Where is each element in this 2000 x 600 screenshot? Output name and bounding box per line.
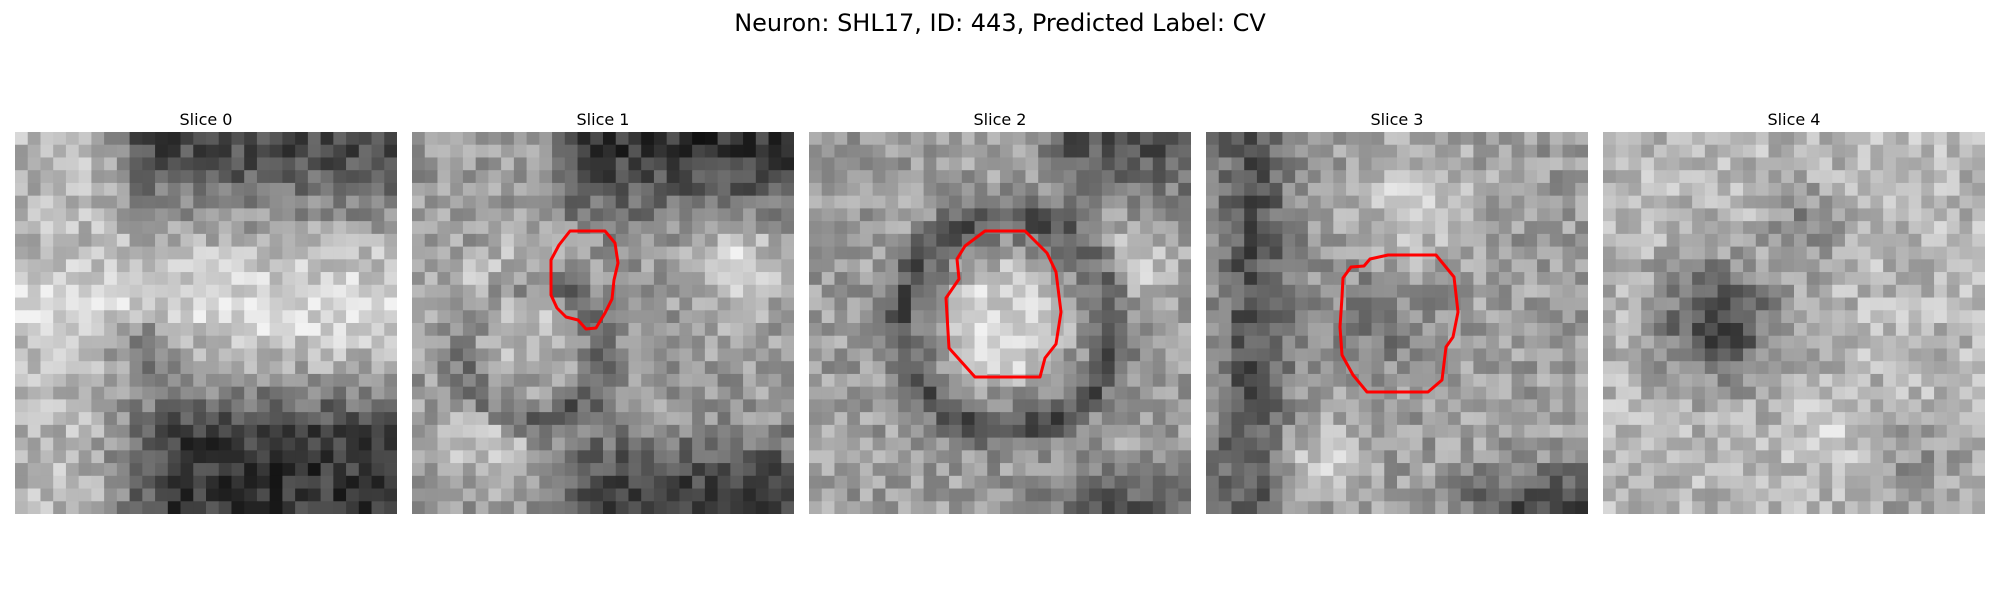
slice-4-title: Slice 4: [1767, 110, 1821, 129]
slice-panel-1: Slice 1: [412, 108, 794, 514]
slice-1-contour: [549, 229, 620, 331]
slice-3-pixels: [1206, 132, 1588, 514]
slice-panel-2: Slice 2: [809, 108, 1191, 514]
slice-4-pixels: [1603, 132, 1985, 514]
slice-3-image: [1206, 132, 1588, 514]
slice-panel-3: Slice 3: [1206, 108, 1588, 514]
slice-panel-0: Slice 0: [15, 108, 397, 514]
slice-panel-4: Slice 4: [1603, 108, 1985, 514]
slice-1-pixels: [412, 132, 794, 514]
slice-1-image: [412, 132, 794, 514]
slice-2-image: [809, 132, 1191, 514]
slice-3-title: Slice 3: [1370, 110, 1424, 129]
slice-0-pixels: [15, 132, 397, 514]
slice-1-title: Slice 1: [576, 110, 630, 129]
slice-2-pixels: [809, 132, 1191, 514]
slice-0-title: Slice 0: [179, 110, 233, 129]
slice-3-contour: [1338, 253, 1460, 394]
slice-0-image: [15, 132, 397, 514]
slice-2-title: Slice 2: [973, 110, 1027, 129]
slice-4-image: [1603, 132, 1985, 514]
slice-2-contour: [944, 229, 1063, 379]
figure-title: Neuron: SHL17, ID: 443, Predicted Label:…: [734, 9, 1266, 37]
